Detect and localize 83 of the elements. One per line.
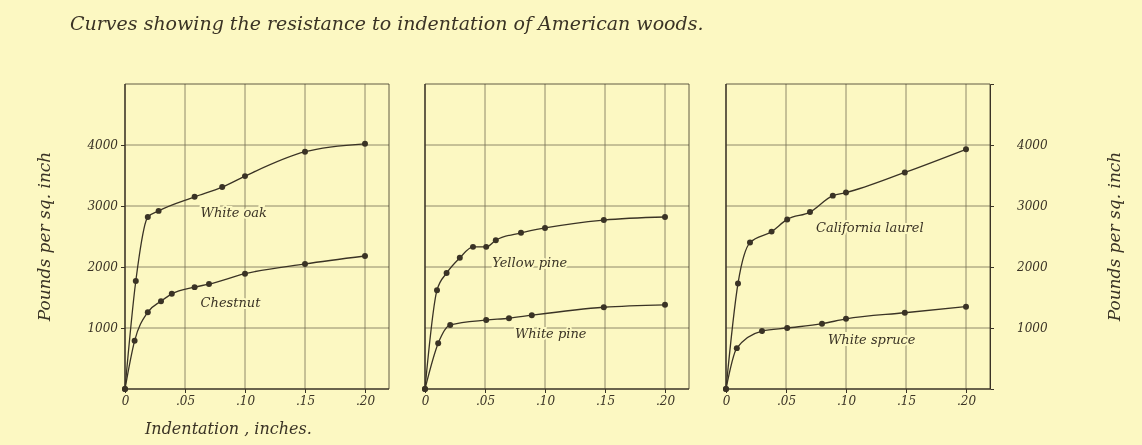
x-tick-label: .05 bbox=[175, 393, 196, 408]
point bbox=[600, 304, 607, 311]
point bbox=[483, 317, 490, 324]
point bbox=[470, 243, 476, 250]
chart-title: Curves showing the resistance to indentation of American woods. bbox=[70, 12, 704, 34]
point bbox=[447, 321, 454, 328]
y2-tick-label: 4000 bbox=[1016, 138, 1048, 153]
x-tick-label: .05 bbox=[475, 393, 496, 408]
y-tick-label: 4000 bbox=[86, 138, 119, 153]
point bbox=[901, 169, 908, 176]
point bbox=[735, 280, 741, 287]
x-axis-title: Indentation , inches. bbox=[144, 419, 312, 438]
point bbox=[144, 214, 151, 220]
series-label: Chestnut bbox=[200, 295, 262, 311]
point bbox=[456, 254, 463, 261]
y-tick-label: 1000 bbox=[87, 321, 119, 336]
point bbox=[435, 340, 442, 347]
point bbox=[600, 217, 607, 224]
y-tick-label: 3000 bbox=[87, 199, 119, 214]
x-tick-label: .05 bbox=[776, 393, 797, 408]
series-label: California laurel bbox=[816, 220, 924, 236]
x-tick-label: 0 bbox=[722, 393, 731, 408]
point bbox=[362, 253, 368, 259]
point bbox=[807, 209, 813, 216]
y2-tick-label: 1000 bbox=[1017, 321, 1048, 336]
y2-axis-title: Pounds per sq. inch bbox=[1104, 151, 1124, 323]
x-tick-label: .15 bbox=[896, 393, 917, 408]
x-tick-label: .20 bbox=[655, 393, 676, 408]
point bbox=[662, 214, 668, 220]
point bbox=[131, 337, 138, 344]
point bbox=[768, 228, 775, 235]
point bbox=[168, 290, 175, 297]
point bbox=[843, 189, 849, 196]
point bbox=[963, 146, 969, 153]
point bbox=[362, 140, 368, 147]
point bbox=[191, 284, 198, 291]
point bbox=[784, 216, 791, 223]
point bbox=[518, 229, 524, 236]
point bbox=[242, 270, 248, 277]
point bbox=[206, 281, 212, 288]
point bbox=[819, 320, 825, 327]
x-tick-label: 0 bbox=[421, 393, 430, 408]
point bbox=[443, 270, 450, 277]
point bbox=[506, 315, 512, 322]
x-tick-label: .10 bbox=[535, 393, 556, 408]
point bbox=[542, 224, 548, 231]
series-label: White spruce bbox=[828, 331, 916, 347]
x-tick-label: .20 bbox=[355, 393, 376, 408]
x-tick-label: .20 bbox=[956, 393, 977, 408]
x-tick-label: .10 bbox=[836, 393, 857, 408]
point bbox=[901, 309, 908, 316]
point bbox=[843, 315, 849, 322]
series-label: Yellow pine bbox=[492, 254, 568, 270]
point bbox=[733, 345, 740, 352]
point bbox=[492, 237, 499, 244]
y2-tick-label: 2000 bbox=[1016, 260, 1048, 275]
point bbox=[158, 298, 164, 305]
point bbox=[759, 328, 765, 335]
x-tick-label: 0 bbox=[121, 393, 130, 408]
point bbox=[242, 173, 248, 180]
x-tick-label: .10 bbox=[235, 393, 256, 408]
point bbox=[302, 260, 308, 267]
point bbox=[302, 148, 308, 155]
point bbox=[747, 239, 753, 246]
point bbox=[784, 325, 791, 331]
y-tick-label: 2000 bbox=[86, 260, 119, 275]
y2-tick-label: 3000 bbox=[1017, 199, 1048, 214]
point bbox=[132, 278, 139, 285]
point bbox=[483, 243, 490, 250]
x-tick-label: .15 bbox=[595, 393, 616, 408]
x-tick-label: .15 bbox=[295, 393, 316, 408]
point bbox=[155, 207, 162, 214]
point bbox=[963, 303, 969, 310]
y-axis-title: Pounds per sq. inch bbox=[34, 151, 54, 323]
point bbox=[219, 184, 226, 191]
point bbox=[144, 309, 151, 316]
point bbox=[434, 287, 440, 294]
series-label: White oak bbox=[200, 204, 268, 220]
point bbox=[528, 312, 535, 319]
series-label: White pine bbox=[515, 326, 587, 342]
point bbox=[829, 192, 836, 199]
point bbox=[191, 193, 198, 200]
point bbox=[662, 301, 668, 308]
